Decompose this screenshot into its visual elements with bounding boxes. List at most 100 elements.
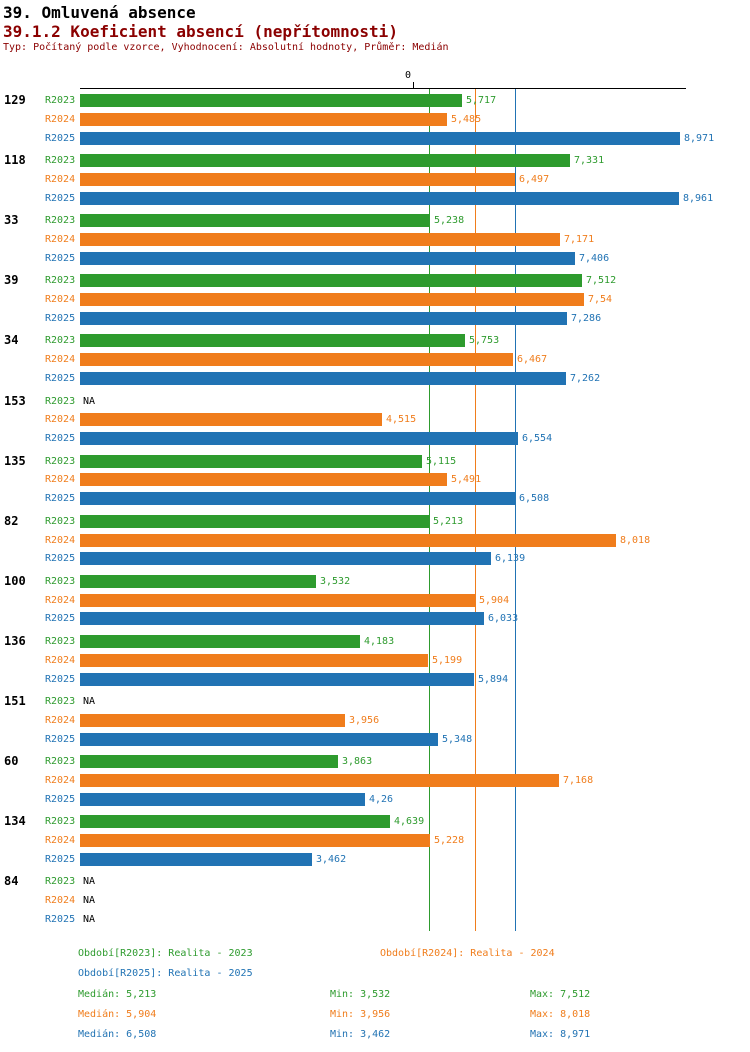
group-label: 33 [4, 213, 19, 227]
bar-value-label: 4,26 [369, 794, 394, 805]
bar-value-label: 8,961 [683, 193, 714, 204]
bar-value-label: 7,171 [564, 234, 595, 245]
bar-value-label: 7,512 [586, 275, 617, 286]
median-line-r2023 [429, 89, 430, 931]
bar [80, 635, 360, 648]
series-row-label: R2023 [45, 876, 76, 887]
bar [80, 132, 680, 145]
series-row-label: R2024 [45, 655, 76, 666]
na-label: NA [83, 895, 96, 906]
series-row-label: R2025 [45, 373, 76, 384]
bar-value-label: 3,863 [342, 756, 373, 767]
series-row-label: R2025 [45, 493, 76, 504]
bar [80, 252, 575, 265]
series-row-label: R2025 [45, 794, 76, 805]
group-label: 135 [4, 454, 26, 468]
bar-value-label: 3,532 [320, 576, 351, 587]
median-line-r2024 [475, 89, 476, 931]
stat-median-r2024: Medián: 5,904 [78, 1009, 157, 1020]
bar [80, 492, 515, 505]
series-row-label: R2024 [45, 114, 76, 125]
group-label: 100 [4, 574, 26, 588]
zero-tick [413, 82, 414, 88]
legend-item-r2023: Období[R2023]: Realita - 2023 [78, 948, 253, 959]
bar-value-label: 4,183 [364, 636, 395, 647]
bar [80, 413, 382, 426]
series-row-label: R2024 [45, 715, 76, 726]
bar [80, 594, 475, 607]
bar [80, 432, 518, 445]
bar [80, 673, 474, 686]
series-row-label: R2025 [45, 674, 76, 685]
na-label: NA [83, 914, 96, 925]
series-row-label: R2025 [45, 553, 76, 564]
bar [80, 552, 491, 565]
legend-item-r2025: Období[R2025]: Realita - 2025 [78, 968, 253, 979]
bar [80, 353, 513, 366]
series-row-label: R2025 [45, 613, 76, 624]
series-row-label: R2024 [45, 474, 76, 485]
bar-value-label: 5,485 [451, 114, 482, 125]
bar [80, 233, 560, 246]
bar-value-label: 5,753 [469, 335, 500, 346]
series-row-label: R2024 [45, 835, 76, 846]
bar-value-label: 7,286 [571, 313, 602, 324]
series-row-label: R2023 [45, 335, 76, 346]
series-row-label: R2024 [45, 234, 76, 245]
series-row-label: R2024 [45, 354, 76, 365]
series-row-label: R2025 [45, 734, 76, 745]
bar-value-label: 4,639 [394, 816, 425, 827]
stat-min-r2023: Min: 3,532 [330, 989, 391, 1000]
zero-label: 0 [405, 70, 412, 81]
bar-value-label: 5,491 [451, 474, 482, 485]
series-row-label: R2025 [45, 313, 76, 324]
bar [80, 774, 559, 787]
series-row-label: R2023 [45, 396, 76, 407]
na-label: NA [83, 876, 96, 887]
bar-value-label: 5,348 [442, 734, 473, 745]
bar [80, 274, 582, 287]
series-row-label: R2024 [45, 174, 76, 185]
bar-value-label: 6,033 [488, 613, 519, 624]
x-axis-line [80, 88, 686, 89]
group-label: 60 [4, 754, 19, 768]
series-row-label: R2024 [45, 595, 76, 606]
stat-min-r2024: Min: 3,956 [330, 1009, 391, 1020]
series-row-label: R2023 [45, 95, 76, 106]
group-label: 129 [4, 93, 26, 107]
report-subtitle: 39.1.2 Koeficient absencí (nepřítomnosti… [3, 22, 398, 41]
bar [80, 334, 465, 347]
bar [80, 534, 616, 547]
group-label: 39 [4, 273, 19, 287]
group-label: 151 [4, 694, 26, 708]
series-row-label: R2023 [45, 756, 76, 767]
series-row-label: R2025 [45, 854, 76, 865]
series-row-label: R2024 [45, 895, 76, 906]
bar-value-label: 3,462 [316, 854, 347, 865]
stat-max-r2023: Max: 7,512 [530, 989, 591, 1000]
series-row-label: R2024 [45, 775, 76, 786]
stat-max-r2025: Max: 8,971 [530, 1029, 591, 1040]
series-row-label: R2024 [45, 535, 76, 546]
bar-value-label: 6,467 [517, 354, 548, 365]
bar-value-label: 5,115 [426, 456, 457, 467]
bar [80, 173, 515, 186]
bar [80, 113, 447, 126]
series-row-label: R2023 [45, 696, 76, 707]
stat-min-r2025: Min: 3,462 [330, 1029, 391, 1040]
series-row-label: R2023 [45, 275, 76, 286]
bar [80, 654, 428, 667]
group-label: 34 [4, 333, 19, 347]
series-row-label: R2024 [45, 294, 76, 305]
group-label: 82 [4, 514, 19, 528]
bar [80, 312, 567, 325]
group-label: 134 [4, 814, 26, 828]
na-label: NA [83, 396, 96, 407]
bar [80, 575, 316, 588]
bar [80, 154, 570, 167]
bar [80, 473, 447, 486]
bar [80, 834, 430, 847]
stat-median-r2025: Medián: 6,508 [78, 1029, 157, 1040]
bar [80, 372, 566, 385]
bar-value-label: 6,139 [495, 553, 526, 564]
